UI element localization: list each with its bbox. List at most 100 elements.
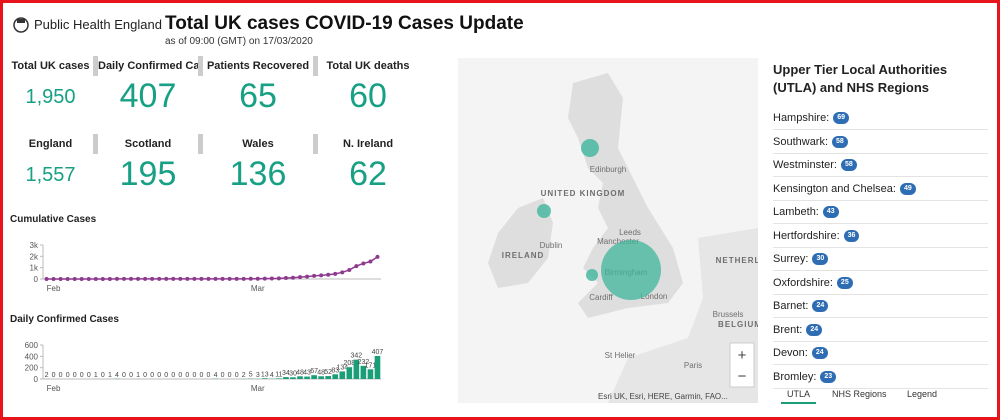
utla-item[interactable]: Brent: 24 [773,319,988,342]
point [276,276,281,281]
point [354,264,359,269]
data-label: 0 [150,372,154,379]
attribution: Esri UK, Esri, HERE, Garmin, FAO... [598,392,728,401]
utla-item[interactable]: Lambeth: 43 [773,201,988,224]
chart-title: Cumulative Cases [10,214,97,225]
data-label: 342 [351,353,363,360]
point [44,276,49,281]
point [227,276,232,281]
data-label: 0 [199,372,203,379]
x-tick-label: Feb [47,284,61,293]
utla-item[interactable]: Oxfordshire: 25 [773,272,988,295]
bar [339,371,346,379]
map-label: St Helier [605,351,636,360]
y-tick-label: 0 [34,375,39,384]
data-label: 171 [365,362,377,369]
divider [93,56,98,76]
data-label: 0 [221,372,225,379]
stat-label: Daily Confirmed Cases [98,60,198,72]
data-label: 43 [303,370,311,377]
data-label: 0 [143,372,147,379]
utla-item[interactable]: Bromley: 23 [773,366,988,389]
data-label: 48 [317,369,325,376]
case-circle [537,204,551,218]
data-label: 0 [192,372,196,379]
utla-count: 58 [840,159,857,172]
utla-item[interactable]: Kensington and Chelsea: 49 [773,178,988,201]
stat-label: Total UK deaths [326,60,410,72]
data-label: 1 [108,372,112,379]
data-label: 134 [336,364,348,371]
tab[interactable]: NHS Regions [832,389,887,399]
utla-name: Hertfordshire: [773,229,840,242]
utla-count: 24 [812,300,829,313]
data-label: 0 [164,372,168,379]
subtitle: as of 09:00 (GMT) on 17/03/2020 [165,36,313,47]
zoom-control[interactable] [729,342,755,388]
point [65,276,70,281]
utla-item[interactable]: Westminster: 58 [773,154,988,177]
point [129,276,134,281]
tab[interactable]: UTLA [781,389,817,404]
logo-text: Public Health England [34,17,162,32]
point [51,276,56,281]
point [107,276,112,281]
utla-item[interactable]: Barnet: 24 [773,295,988,318]
logo-crest [13,17,29,33]
point [290,275,295,280]
data-label: 0 [87,372,91,379]
data-label: 2 [242,372,246,379]
data-label: 0 [59,372,63,379]
utla-item[interactable]: Devon: 24 [773,342,988,365]
point [283,276,288,281]
map-label: Dublin [540,241,563,250]
x-tick-label: Feb [47,384,61,393]
bar [318,376,324,379]
point [368,259,373,264]
utla-name: Surrey: [773,253,809,265]
map-label: BELGIUM [718,320,758,329]
y-tick-label: 600 [25,341,39,350]
utla-item[interactable]: Hertfordshire: 36 [773,225,988,248]
point [79,276,84,281]
data-label: 0 [171,372,175,379]
land-europe [608,228,758,403]
stat-value: 65 [239,77,277,115]
bar [325,376,332,379]
point [312,273,317,278]
point [171,276,176,281]
divider [313,56,318,76]
bar [297,376,303,379]
data-label: 52 [324,369,332,376]
zoom-in[interactable]: + [738,347,747,364]
utla-item[interactable]: Hampshire: 69 [773,107,988,130]
map-label: London [641,292,668,301]
data-label: 232 [358,359,370,366]
data-label: 0 [80,372,84,379]
zoom-out[interactable]: − [738,368,747,385]
utla-item[interactable]: Southwark: 58 [773,131,988,154]
bar [353,359,360,379]
data-label: 11 [275,371,282,378]
bar [311,375,317,379]
utla-count: 49 [899,182,916,195]
utla-count: 24 [811,347,828,360]
point [58,276,63,281]
utla-count: 58 [832,135,848,148]
map-label: Brussels [713,310,744,319]
stat-label: England [28,138,73,150]
utla-title: Upper Tier Local Authorities (UTLA) and … [773,62,948,95]
data-label: 0 [66,372,70,379]
point [269,276,274,281]
case-circle [601,240,661,300]
stat-value: 1,950 [25,86,76,108]
utla-name: Kensington and Chelsea: [773,182,896,195]
x-tick-label: Mar [251,284,265,293]
bar [374,355,381,379]
tab[interactable]: Legend [907,389,938,399]
point [333,271,338,276]
utla-item[interactable]: Surrey: 30 [773,248,988,271]
map-label: Leeds [619,228,641,237]
stat-label: Wales [242,138,274,150]
